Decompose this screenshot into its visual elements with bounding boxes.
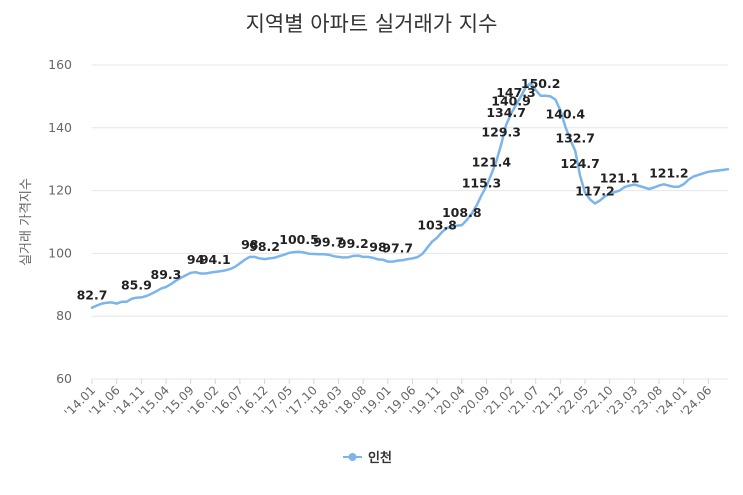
y-tick-label: 120 <box>48 183 72 198</box>
data-label: 99.7 <box>313 235 344 250</box>
grid-layer <box>92 64 728 380</box>
data-label: 94.1 <box>200 252 231 267</box>
series-layer <box>90 81 730 309</box>
y-axis: 60 80 100 120 140 160 <box>48 57 72 386</box>
data-label: 98 <box>241 237 258 252</box>
chart-title: 지역별 아파트 실거래가 지수 <box>245 12 498 36</box>
data-label: 108.8 <box>442 205 482 220</box>
y-tick-label: 140 <box>48 120 72 135</box>
data-label: 150.2 <box>521 76 561 91</box>
data-label: 94 <box>187 252 205 267</box>
series-line-incheon[interactable] <box>90 81 730 309</box>
data-label: 117.2 <box>575 183 615 198</box>
data-label: 124.7 <box>560 156 600 171</box>
data-label: 100.5 <box>279 232 319 247</box>
y-tick-label: 100 <box>48 245 72 260</box>
data-label: 103.8 <box>417 218 457 233</box>
legend-label: 인천 <box>368 450 392 466</box>
y-tick-label: 80 <box>56 308 72 323</box>
data-label: 132.7 <box>555 131 595 146</box>
data-label: 98.2 <box>249 239 280 254</box>
data-label: 97.7 <box>382 241 413 256</box>
data-label: 121.4 <box>472 154 512 169</box>
x-axis: '14.01'14.06'14.11'15.04'15.09'16.02'16.… <box>62 379 714 420</box>
data-label: 98 <box>369 239 386 254</box>
data-label: 140.9 <box>491 94 531 109</box>
data-label: 89.3 <box>151 267 182 282</box>
legend-marker-icon <box>348 453 357 461</box>
data-label: 115.3 <box>462 175 502 190</box>
data-label: 99.2 <box>338 236 369 251</box>
data-label: 85.9 <box>121 278 152 293</box>
data-label: 82.7 <box>77 288 108 303</box>
data-label: 134.7 <box>486 105 526 120</box>
data-label: 140.4 <box>546 107 586 122</box>
data-label: 129.3 <box>481 124 521 139</box>
data-label: 121.1 <box>600 171 640 186</box>
data-label: 147.3 <box>496 85 536 100</box>
legend[interactable]: 인천 <box>343 450 392 466</box>
y-tick-label: 160 <box>48 57 72 72</box>
y-axis-title: 실거래 가격지수 <box>19 178 34 266</box>
y-tick-label: 60 <box>56 371 72 386</box>
data-label: 121.2 <box>649 166 689 181</box>
